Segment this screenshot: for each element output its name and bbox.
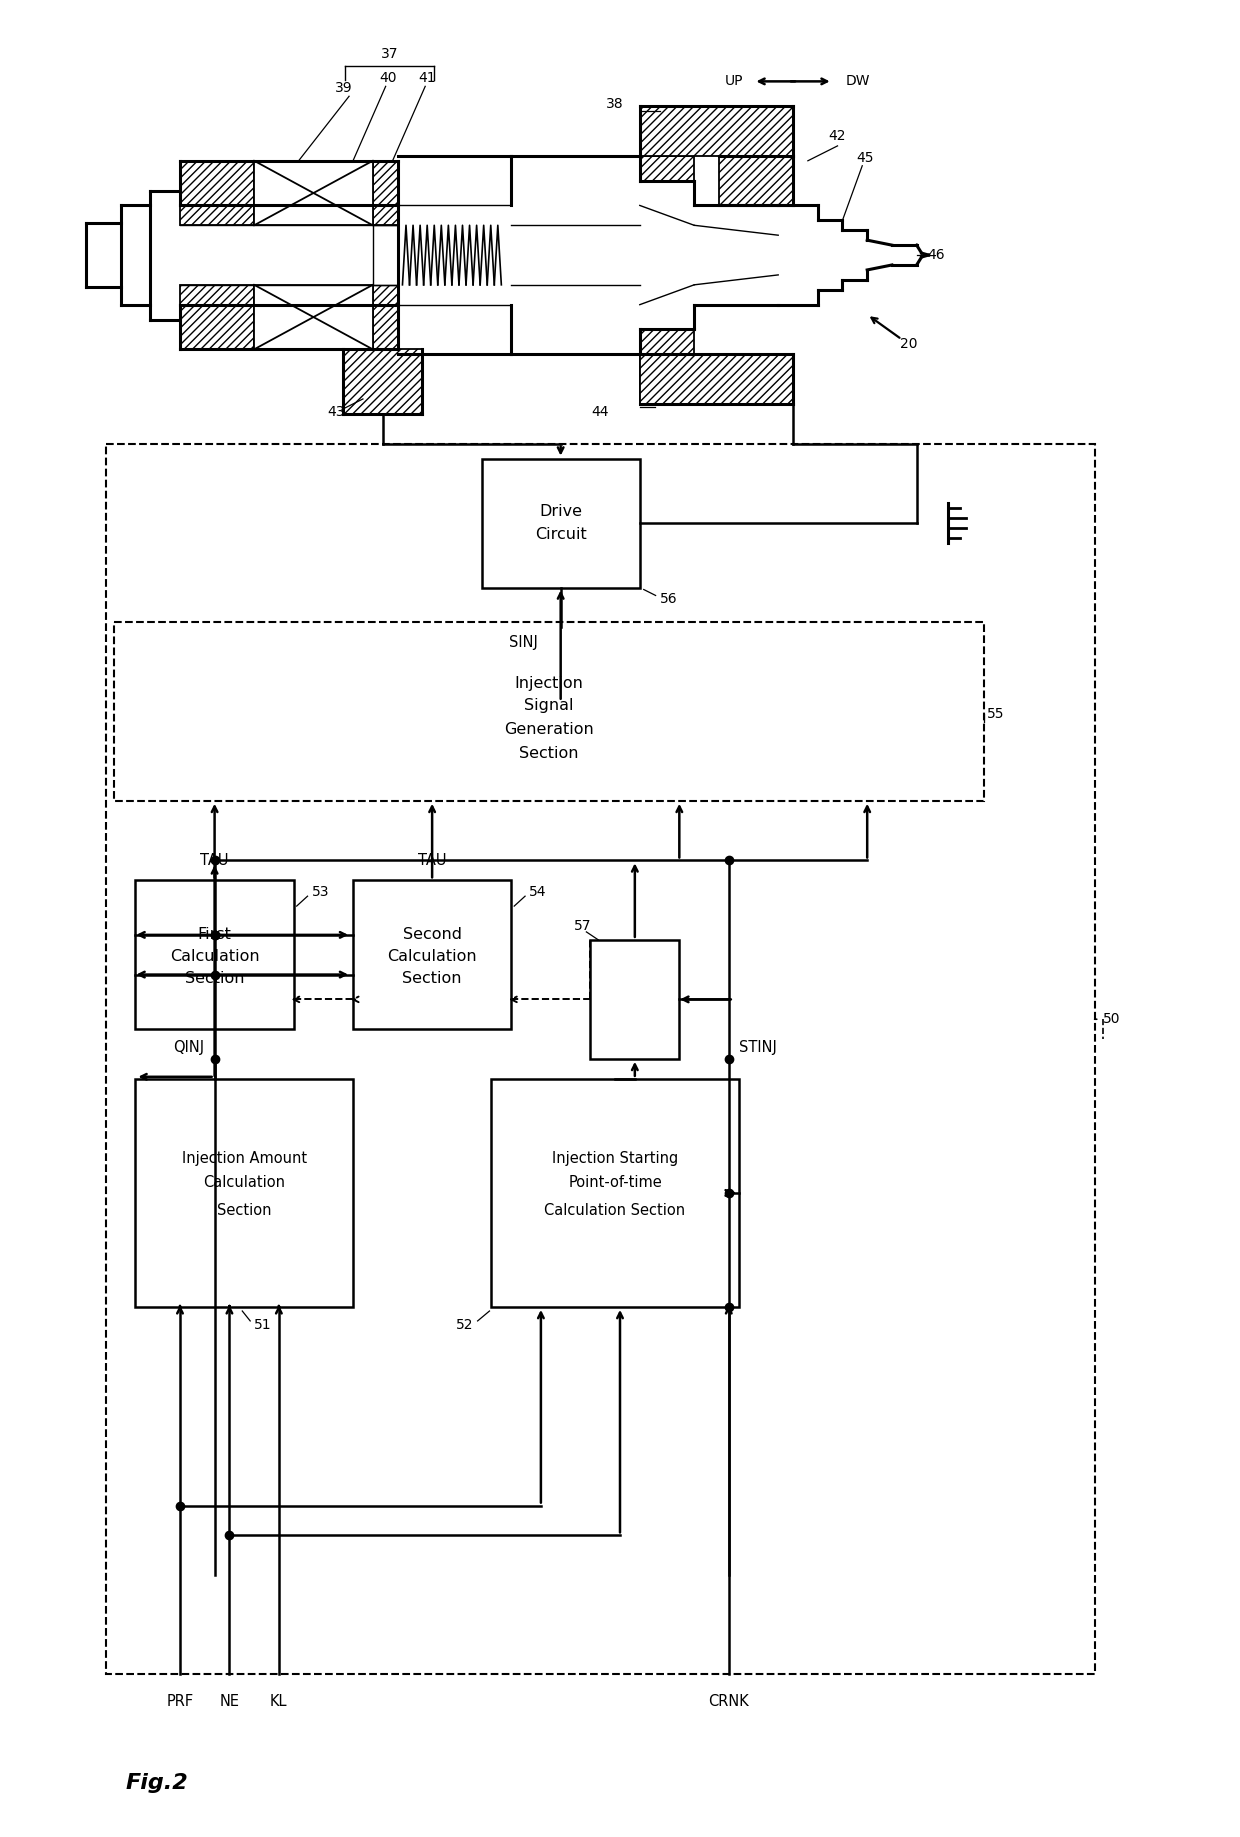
Text: Injection Amount: Injection Amount <box>182 1150 306 1166</box>
Bar <box>590 941 680 1058</box>
Text: 53: 53 <box>311 885 329 898</box>
Text: 39: 39 <box>335 81 353 96</box>
Text: First: First <box>197 928 232 942</box>
Text: Section: Section <box>185 972 244 986</box>
Text: 56: 56 <box>660 592 677 606</box>
Text: Section: Section <box>217 1203 272 1218</box>
Text: 51: 51 <box>254 1317 272 1332</box>
Text: PRF: PRF <box>166 1694 193 1708</box>
Text: Signal: Signal <box>525 698 574 713</box>
Text: UP: UP <box>725 73 744 88</box>
Text: Section: Section <box>520 746 579 761</box>
Text: 54: 54 <box>529 885 547 898</box>
Bar <box>373 226 398 285</box>
Bar <box>640 355 794 404</box>
Bar <box>180 285 254 349</box>
Text: SINJ: SINJ <box>508 634 537 650</box>
Bar <box>640 107 794 156</box>
Text: Calculation Section: Calculation Section <box>544 1203 686 1218</box>
Text: 55: 55 <box>987 707 1004 720</box>
Bar <box>640 329 694 355</box>
Text: NE: NE <box>219 1694 239 1708</box>
Text: 46: 46 <box>928 248 945 263</box>
Text: QINJ: QINJ <box>174 1040 205 1054</box>
Text: Circuit: Circuit <box>534 527 587 542</box>
Bar <box>135 880 294 1029</box>
Bar <box>640 156 694 180</box>
Bar <box>254 162 373 226</box>
Bar <box>180 162 398 206</box>
Bar <box>254 285 373 349</box>
Text: Drive: Drive <box>539 503 582 518</box>
Bar <box>491 1078 739 1308</box>
Text: STINJ: STINJ <box>739 1040 776 1054</box>
Text: 43: 43 <box>327 404 345 419</box>
Text: Injection: Injection <box>515 676 583 691</box>
Text: TAU: TAU <box>418 852 446 867</box>
Text: 42: 42 <box>828 129 846 143</box>
Text: 41: 41 <box>418 72 436 85</box>
Text: KL: KL <box>270 1694 288 1708</box>
Text: Calculation: Calculation <box>387 950 477 964</box>
Text: DW: DW <box>846 73 870 88</box>
Text: 45: 45 <box>857 151 874 165</box>
Text: Calculation: Calculation <box>203 1176 285 1190</box>
Bar <box>180 162 254 226</box>
Text: 52: 52 <box>456 1317 474 1332</box>
Text: 40: 40 <box>379 72 397 85</box>
Bar <box>373 285 398 349</box>
Bar <box>719 156 794 206</box>
Text: 37: 37 <box>381 46 398 61</box>
Text: Generation: Generation <box>503 722 594 737</box>
Bar <box>373 162 398 226</box>
Bar <box>640 355 794 404</box>
Bar <box>481 459 640 588</box>
Text: 38: 38 <box>606 97 624 112</box>
Text: 20: 20 <box>900 338 918 351</box>
Text: 50: 50 <box>1102 1012 1120 1027</box>
Text: Second: Second <box>403 928 461 942</box>
Text: Injection Starting: Injection Starting <box>552 1150 678 1166</box>
Text: Point-of-time: Point-of-time <box>568 1176 662 1190</box>
Bar <box>343 349 423 413</box>
Text: Section: Section <box>402 972 461 986</box>
Text: 44: 44 <box>591 404 609 419</box>
Text: 57: 57 <box>574 918 591 933</box>
Text: Fig.2: Fig.2 <box>125 1773 188 1793</box>
Bar <box>353 880 511 1029</box>
Bar <box>114 623 983 801</box>
Text: CRNK: CRNK <box>708 1694 749 1708</box>
Bar <box>180 305 398 349</box>
Bar <box>135 1078 353 1308</box>
Text: Calculation: Calculation <box>170 950 259 964</box>
Text: TAU: TAU <box>201 852 229 867</box>
Bar <box>105 443 1095 1674</box>
